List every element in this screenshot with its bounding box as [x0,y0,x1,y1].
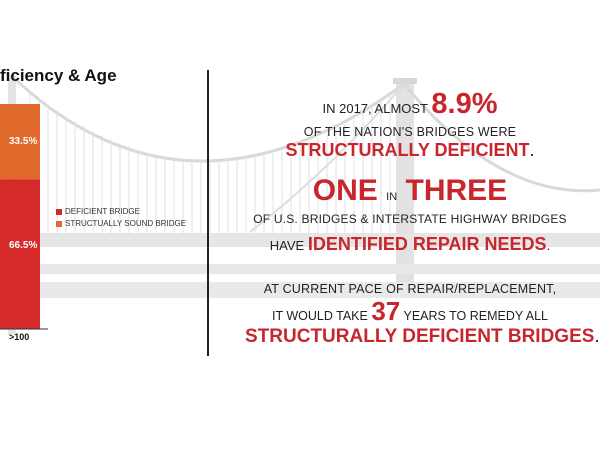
side-cable [249,83,405,233]
fact-3-period: . [529,140,535,160]
fact-line-8: IT WOULD TAKE 37 YEARS TO REMEDY ALL [245,296,575,327]
fact-line-7: AT CURRENT PACE OF REPAIR/REPLACEMENT, [263,282,557,296]
main-cable-left [14,78,405,163]
fact-4-three: THREE [405,174,508,207]
bar-segment-deficient [0,179,40,329]
legend-label-deficient: DEFICIENT BRIDGE [65,207,140,216]
fact-8-num: 37 [371,296,401,326]
fact-4-one: ONE [312,174,378,207]
sound-value-label: 33.5% [9,136,38,147]
chart-title: ficiency & Age [0,66,117,85]
legend-label-sound: STRUCTUALLY SOUND BRIDGE [65,219,187,228]
fact-line-5: OF U.S. BRIDGES & INTERSTATE HIGHWAY BRI… [253,212,567,226]
fact-9-period: . [594,326,600,347]
fact-line-1: IN 2017, ALMOST 8.9% [245,88,575,121]
bridge-deck [0,233,600,247]
right-tower-cap [393,78,417,84]
fact-1-percent: 8.9% [431,88,498,120]
legend-item-sound: STRUCTUALLY SOUND BRIDGE [56,218,186,230]
deficient-value-label: 66.5% [9,240,38,251]
fact-6-period: . [546,238,551,253]
vertical-divider [207,70,209,356]
fact-3-text: STRUCTURALLY DEFICIENT [285,140,530,160]
suspender-cables [29,87,400,233]
fact-line-6: HAVE IDENTIFIED REPAIR NEEDS. [245,234,575,255]
fact-line-2: OF THE NATION'S BRIDGES WERE [303,125,517,139]
fact-line-3: STRUCTURALLY DEFICIENT. [245,140,575,161]
fact-8-pre: IT WOULD TAKE [271,309,368,323]
fact-8-post: YEARS TO REMEDY ALL [403,309,549,323]
main-cable-right [402,83,600,193]
legend-swatch-sound [56,221,62,227]
fact-6-text: HAVE [269,238,305,253]
x-tick-label: >100 [9,332,30,342]
bridge-deck-base [0,282,600,298]
fact-line-4: ONE IN THREE [245,174,575,208]
fact-line-9: STRUCTURALLY DEFICIENT BRIDGES. [245,326,600,348]
fact-1-text: IN 2017, ALMOST [322,101,428,116]
bar-segment-sound [0,104,40,180]
legend-item-deficient: DEFICIENT BRIDGE [56,206,186,218]
fact-6-red: IDENTIFIED REPAIR NEEDS [307,234,547,254]
bridge-deck-lower [0,264,600,274]
fact-4-in: IN [386,191,398,203]
legend-swatch-deficient [56,209,62,215]
fact-9-text: STRUCTURALLY DEFICIENT BRIDGES [245,326,595,347]
legend: DEFICIENT BRIDGE STRUCTUALLY SOUND BRIDG… [56,206,186,230]
